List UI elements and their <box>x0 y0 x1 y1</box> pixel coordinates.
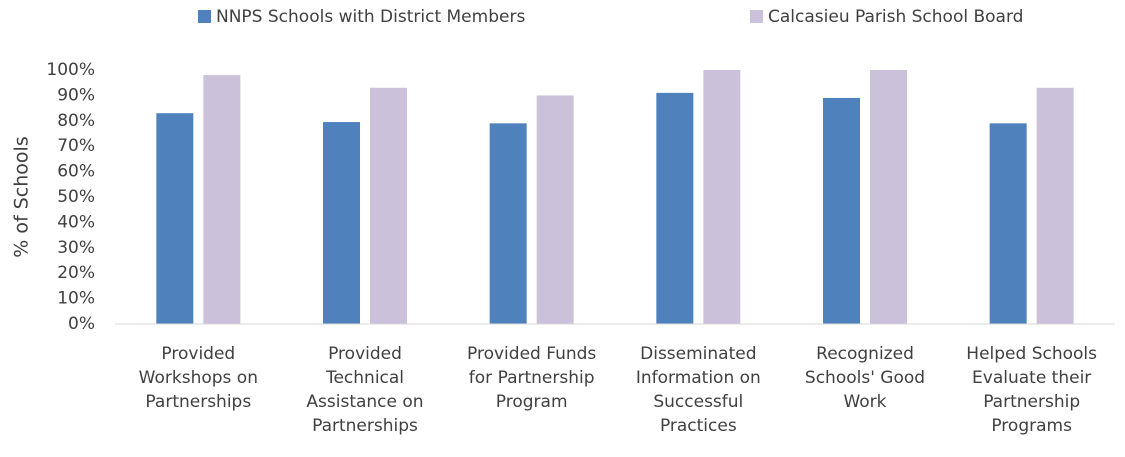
bar <box>323 122 360 324</box>
bar <box>989 123 1027 324</box>
legend-swatch <box>198 10 211 23</box>
bar <box>536 95 574 325</box>
y-tick-label: 30% <box>57 238 95 258</box>
y-tick-label: 0% <box>68 314 95 334</box>
bar <box>870 70 907 324</box>
x-tick-label: Helped Schools Evaluate their Partnershi… <box>966 344 1098 436</box>
y-tick-label: 80% <box>57 111 95 131</box>
bar <box>489 123 527 324</box>
y-tick-label: 50% <box>57 187 95 207</box>
bar <box>156 113 194 325</box>
y-tick-label: 90% <box>57 85 95 105</box>
bar <box>370 87 407 324</box>
x-tick-label: Provided Technical Assistance on Partner… <box>306 344 424 436</box>
legend-label: NNPS Schools with District Members <box>216 7 525 27</box>
bar <box>1036 87 1074 324</box>
y-tick-label: 60% <box>57 162 95 182</box>
x-tick-label: Provided Workshops on Partnerships <box>138 344 258 412</box>
x-tick-label: Disseminated Information on Successful P… <box>635 344 761 436</box>
y-axis-label: % of Schools <box>11 136 33 257</box>
y-tick-label: 100% <box>46 60 95 80</box>
y-tick-label: 20% <box>57 263 95 283</box>
legend-swatch <box>750 10 763 23</box>
bar <box>656 92 694 324</box>
bar <box>703 70 741 324</box>
x-tick-label: Recognized Schools' Good Work <box>804 344 926 412</box>
x-tick-label: Provided Funds for Partnership Program <box>467 344 597 412</box>
y-tick-label: 70% <box>57 136 95 156</box>
bar <box>823 97 860 324</box>
bar <box>203 75 241 324</box>
legend-label: Calcasieu Parish School Board <box>768 7 1023 27</box>
y-tick-label: 10% <box>57 289 95 309</box>
y-tick-label: 40% <box>57 212 95 232</box>
